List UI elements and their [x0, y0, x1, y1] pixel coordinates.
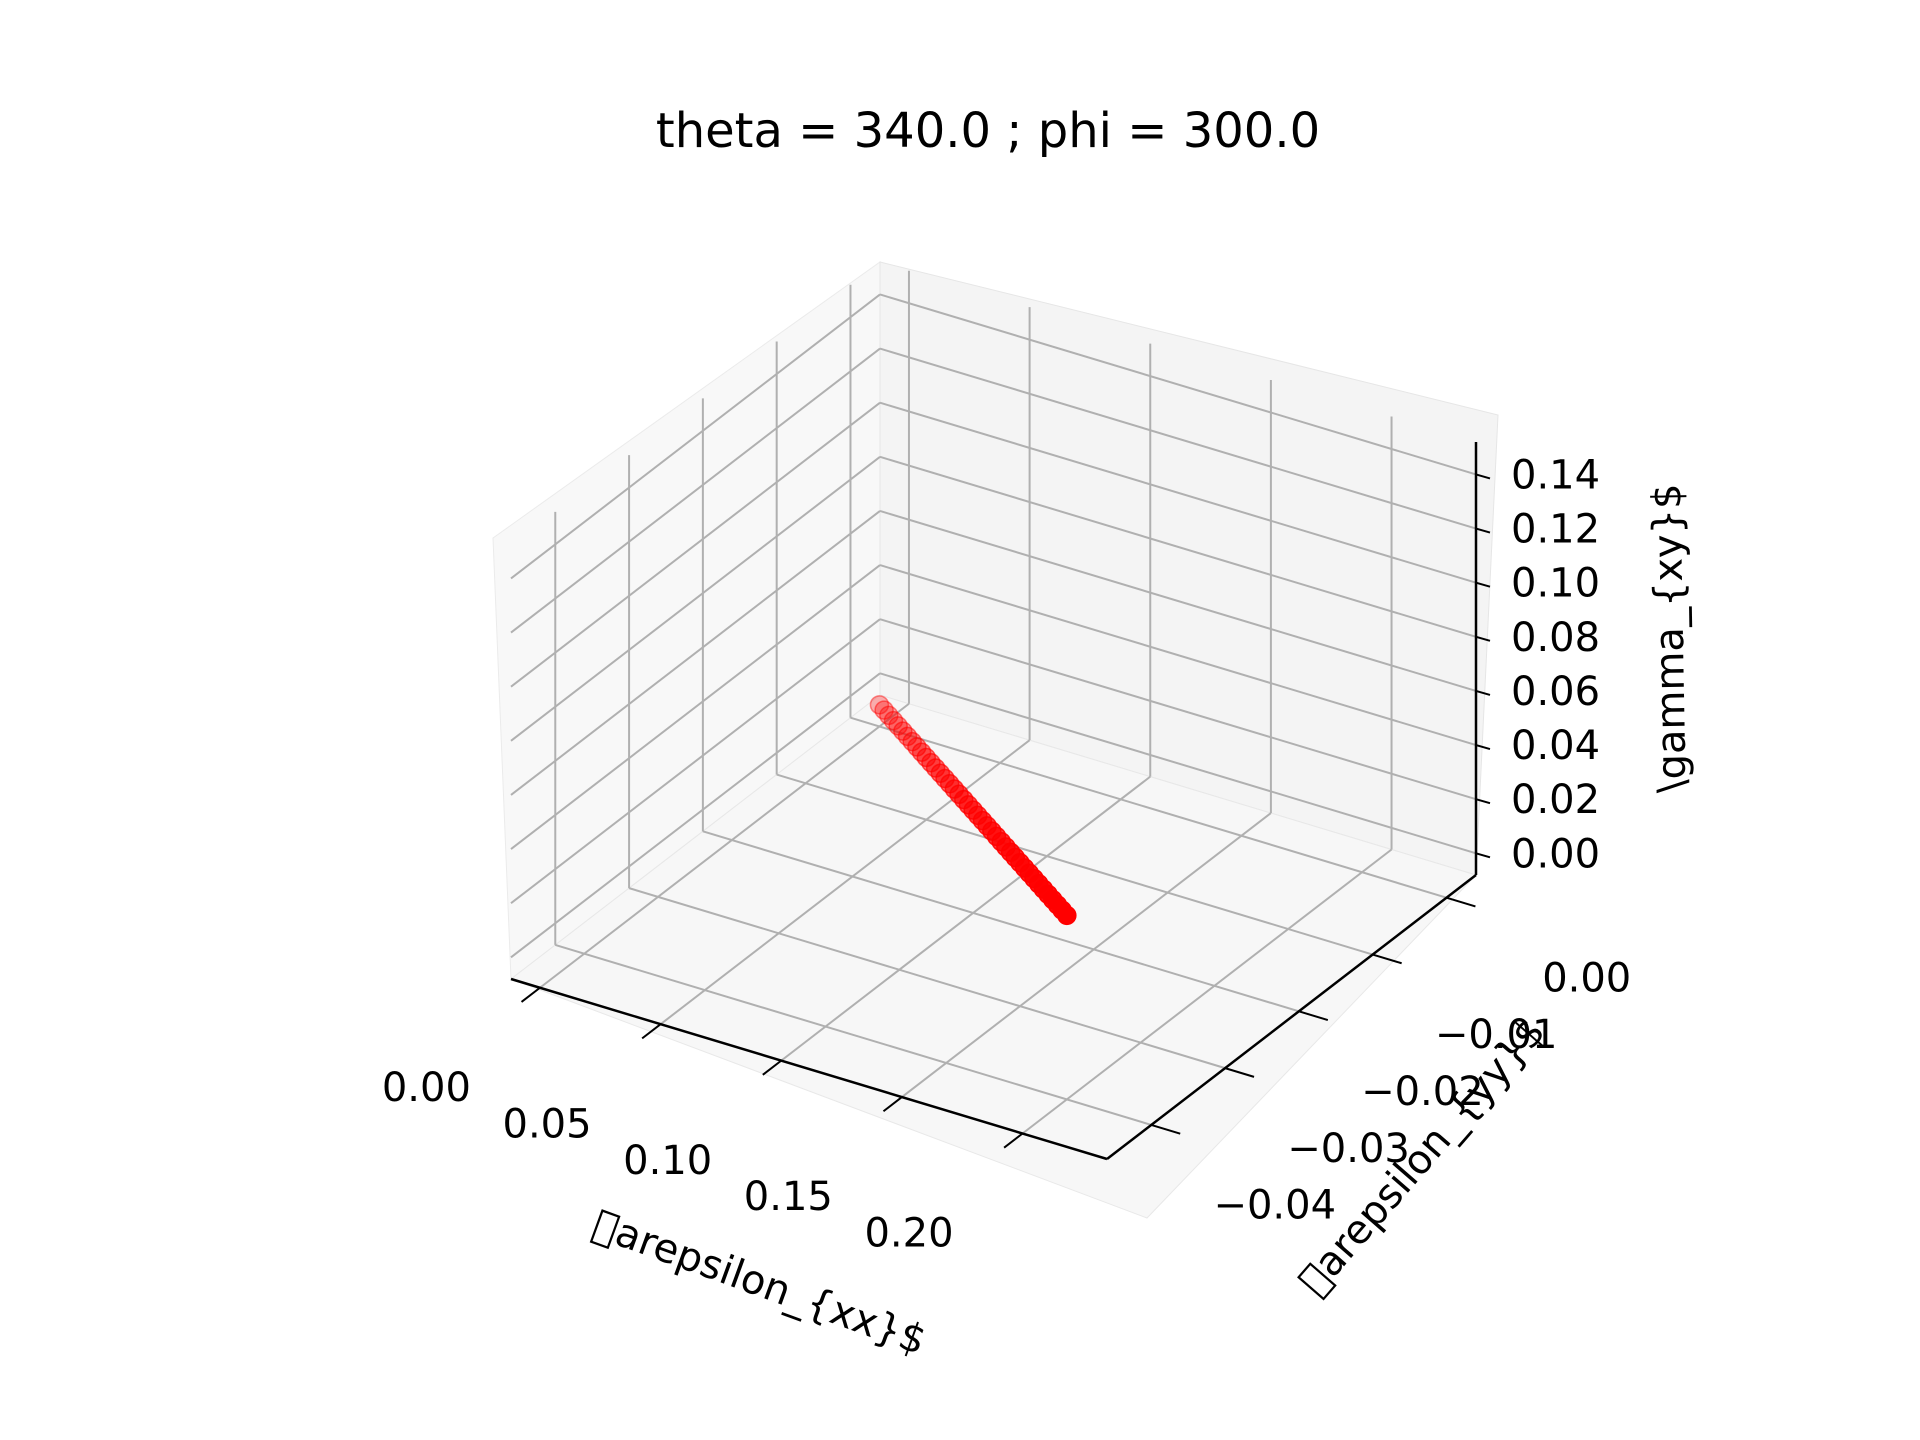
z-tick-mark — [1475, 798, 1491, 805]
x-tick-mark — [520, 986, 541, 1003]
tick-marks — [520, 473, 1491, 1149]
z-tick-label: 0.10 — [1511, 561, 1600, 607]
y-tick-mark — [1298, 1010, 1329, 1022]
grid-line-z-left — [510, 401, 881, 688]
grid-line-z-back — [879, 293, 1477, 476]
tick-labels: 0.00 0.05 0.10 0.15 0.20 0.00 −0.01 −0.02 −0.03 −… — [382, 452, 1631, 1256]
x-tick-mark — [1003, 1132, 1024, 1149]
z-tick-mark — [1475, 581, 1491, 588]
grid-line-z-left — [510, 347, 881, 634]
y-tick-mark — [1446, 896, 1476, 908]
y-axis-line — [1106, 874, 1477, 1160]
x-tick-label: 0.10 — [623, 1138, 712, 1184]
grid-line-z-left — [510, 564, 881, 850]
x-axis-line — [510, 977, 1108, 1161]
grid-line-z-back — [879, 618, 1477, 801]
grid-line-z-left — [510, 456, 881, 742]
y-tick-mark — [1372, 953, 1402, 965]
data-points — [869, 695, 1077, 926]
grid-line-y-floor — [628, 887, 1226, 1070]
grid-line-x-floor — [1021, 848, 1393, 1135]
z-tick-mark — [1475, 744, 1491, 751]
data-point — [1057, 905, 1077, 926]
x-tick-label: 0.15 — [744, 1174, 833, 1220]
z-tick-label: 0.14 — [1511, 452, 1600, 498]
z-tick-label: 0.04 — [1511, 723, 1600, 769]
grid-line-y-floor — [850, 716, 1447, 899]
z-tick-label: 0.00 — [1511, 831, 1600, 877]
z-tick-mark — [1475, 852, 1491, 859]
axis-lines — [510, 442, 1478, 1161]
y-tick-label: −0.03 — [1287, 1126, 1410, 1172]
grid-line-z-left — [510, 293, 881, 580]
grid-line-x-floor — [780, 775, 1151, 1062]
z-tick-label: 0.12 — [1511, 507, 1600, 553]
y-tick-label: −0.01 — [1435, 1012, 1558, 1058]
y-tick-label: 0.00 — [1542, 955, 1631, 1001]
x-tick-label: 0.20 — [864, 1211, 953, 1257]
z-axis-label: \gamma_{xy}$ — [1644, 483, 1695, 793]
z-tick-mark — [1475, 690, 1491, 696]
y-tick-mark — [1224, 1067, 1255, 1078]
y-tick-label: −0.02 — [1361, 1069, 1484, 1115]
grid-line-z-back — [879, 510, 1477, 692]
z-tick-mark — [1475, 635, 1491, 642]
grid-line-z-back — [879, 401, 1477, 584]
x-tick-label: 0.00 — [382, 1065, 471, 1111]
grid-line-z-back — [879, 672, 1477, 855]
grid-line-z-back — [879, 455, 1477, 638]
grid-line-x-floor — [659, 739, 1031, 1025]
z-tick-mark — [1475, 527, 1491, 534]
grid-line-x-floor — [539, 702, 910, 989]
grid-lines — [510, 270, 1477, 1135]
grid-line-y-floor — [776, 773, 1373, 956]
grid-line-z-left — [510, 672, 881, 959]
grid-line-y-floor — [702, 830, 1300, 1013]
grid-line-z-left — [510, 510, 881, 796]
grid-line-x-floor — [901, 812, 1272, 1098]
z-tick-mark — [1475, 473, 1491, 480]
grid-line-z-back — [879, 347, 1477, 530]
x-tick-mark — [641, 1023, 662, 1040]
chart-title: theta = 340.0 ; phi = 300.0 — [656, 103, 1320, 159]
grid-line-z-left — [510, 618, 881, 905]
grid-line-y-floor — [554, 943, 1152, 1126]
grid-line-z-back — [879, 564, 1477, 747]
y-tick-mark — [1150, 1123, 1181, 1135]
z-tick-label: 0.06 — [1511, 669, 1600, 715]
y-tick-label: −0.04 — [1213, 1183, 1336, 1229]
data-point — [869, 695, 890, 715]
x-tick-mark — [762, 1059, 782, 1076]
x-tick-mark — [882, 1096, 903, 1113]
z-tick-label: 0.08 — [1511, 615, 1600, 661]
z-tick-label: 0.02 — [1511, 777, 1600, 823]
x-tick-label: 0.05 — [503, 1101, 592, 1147]
